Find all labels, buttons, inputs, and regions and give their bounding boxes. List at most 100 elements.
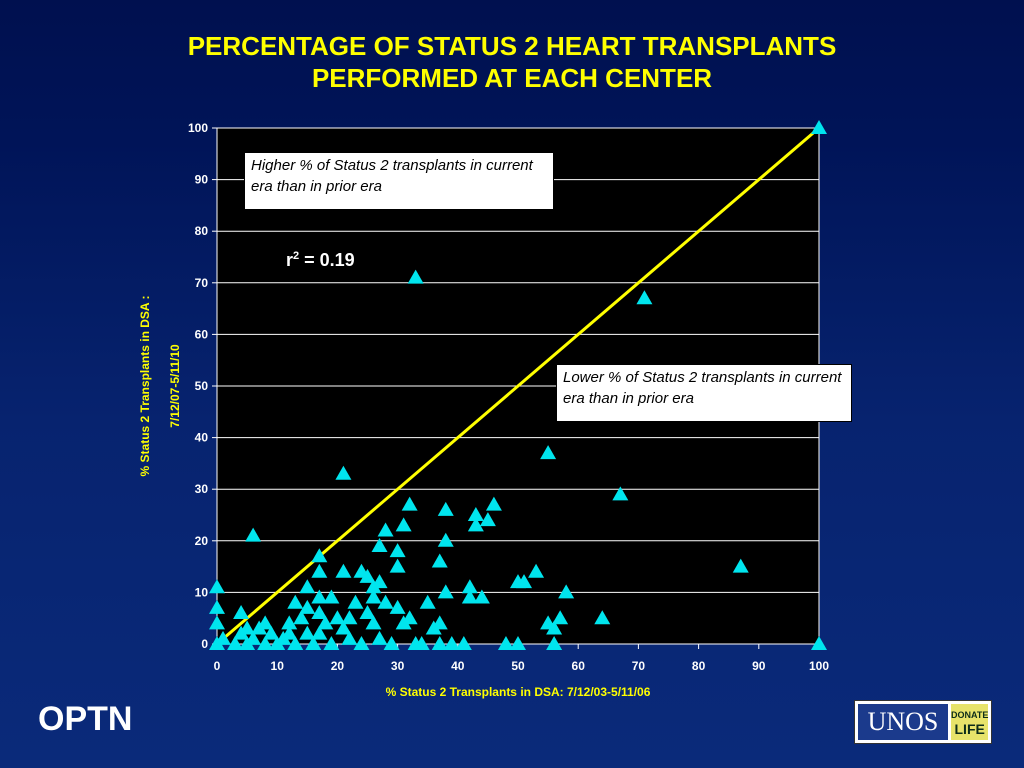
- data-point: [257, 615, 274, 630]
- data-point: [612, 486, 629, 501]
- data-point: [443, 636, 460, 650]
- annotation-higher: Higher % of Status 2 transplants in curr…: [244, 152, 554, 210]
- data-point: [311, 605, 328, 620]
- life-text: LIFE: [954, 721, 985, 737]
- data-point: [359, 568, 376, 583]
- y-axis-label-line1: % Status 2 Transplants in DSA :: [138, 296, 152, 477]
- data-point: [263, 625, 280, 640]
- r-squared-label: r2 = 0.19: [286, 250, 355, 271]
- data-point: [371, 630, 388, 645]
- data-point: [413, 636, 430, 650]
- y-tick-label: 70: [195, 276, 209, 290]
- data-point: [431, 615, 448, 630]
- data-point: [329, 610, 346, 625]
- data-point: [516, 574, 533, 589]
- x-tick-label: 70: [632, 659, 646, 673]
- y-tick-label: 30: [195, 482, 209, 496]
- data-point: [311, 589, 328, 604]
- data-point: [341, 630, 358, 645]
- data-point: [335, 465, 352, 480]
- data-point: [437, 584, 454, 599]
- y-tick-label: 40: [195, 431, 209, 445]
- y-tick-label: 80: [195, 224, 209, 238]
- data-point: [546, 636, 563, 650]
- data-point: [467, 507, 484, 521]
- data-point: [395, 517, 412, 532]
- data-point: [552, 610, 569, 625]
- x-axis-label: % Status 2 Transplants in DSA: 7/12/03-5…: [386, 685, 651, 699]
- data-point: [371, 574, 388, 589]
- data-point: [540, 445, 557, 460]
- x-tick-label: 90: [752, 659, 766, 673]
- data-point: [365, 615, 382, 630]
- data-point: [383, 636, 400, 650]
- y-tick-label: 0: [201, 637, 208, 651]
- r2-prefix: r: [286, 250, 294, 270]
- x-tick-label: 100: [809, 659, 829, 673]
- x-tick-label: 20: [331, 659, 345, 673]
- data-point: [437, 532, 454, 547]
- data-point: [341, 610, 358, 625]
- slide-title: PERCENTAGE OF STATUS 2 HEART TRANSPLANTS…: [0, 30, 1024, 94]
- y-axis-label-line2: 7/12/07-5/11/10: [168, 344, 182, 428]
- data-point: [546, 620, 563, 635]
- data-point: [811, 636, 827, 650]
- data-point: [287, 594, 304, 609]
- data-point: [209, 615, 225, 630]
- data-point: [227, 636, 244, 650]
- y-tick-label: 20: [195, 534, 209, 548]
- y-tick-label: 10: [195, 585, 209, 599]
- data-point: [293, 610, 310, 625]
- data-point: [209, 599, 225, 614]
- data-point: [467, 517, 484, 532]
- data-point: [479, 512, 496, 527]
- data-point: [299, 625, 316, 640]
- data-point: [377, 594, 394, 609]
- x-tick-label: 80: [692, 659, 706, 673]
- data-point: [636, 290, 653, 305]
- unos-logo: UNOS DONATE LIFE: [854, 700, 992, 744]
- data-point: [305, 636, 322, 650]
- donate-life-badge: DONATE LIFE: [951, 704, 989, 740]
- y-tick-label: 90: [195, 173, 209, 187]
- data-point: [365, 589, 382, 604]
- data-point: [431, 636, 448, 650]
- data-point: [377, 522, 394, 537]
- data-point: [497, 636, 514, 650]
- x-tick-label: 60: [572, 659, 586, 673]
- data-point: [245, 527, 262, 542]
- slide-title-line2: PERFORMED AT EACH CENTER: [311, 63, 713, 93]
- data-point: [437, 501, 454, 516]
- data-point: [558, 584, 575, 599]
- data-point: [473, 589, 490, 604]
- data-point: [431, 553, 448, 568]
- x-tick-label: 0: [214, 659, 221, 673]
- unos-logo-text: UNOS: [858, 704, 948, 740]
- data-point: [407, 269, 424, 284]
- data-point: [389, 558, 406, 573]
- y-tick-label: 50: [195, 379, 209, 393]
- data-point: [811, 120, 827, 134]
- data-point: [510, 636, 526, 650]
- data-point: [732, 558, 749, 573]
- annotation-lower: Lower % of Status 2 transplants in curre…: [556, 364, 852, 422]
- x-tick-label: 50: [511, 659, 525, 673]
- y-tick-label: 100: [188, 121, 208, 135]
- data-point: [299, 599, 316, 614]
- r2-value: = 0.19: [299, 250, 355, 270]
- slide-title-line1: PERCENTAGE OF STATUS 2 HEART TRANSPLANTS: [187, 31, 837, 61]
- data-point: [461, 589, 478, 604]
- data-point: [209, 579, 225, 594]
- tick-labels: 0 10 20 30 40 50 60 70 80 90 100 0 10 20 30 40 50 60 70 80 9…: [188, 121, 829, 673]
- data-point: [335, 620, 352, 635]
- data-point: [299, 579, 316, 594]
- data-point: [311, 625, 328, 640]
- data-point: [401, 610, 418, 625]
- data-point: [311, 548, 328, 563]
- data-point: [311, 563, 328, 578]
- data-point: [281, 625, 298, 640]
- data-point: [389, 599, 406, 614]
- data-point: [401, 496, 418, 511]
- optn-footer-logo: OPTN: [38, 700, 133, 738]
